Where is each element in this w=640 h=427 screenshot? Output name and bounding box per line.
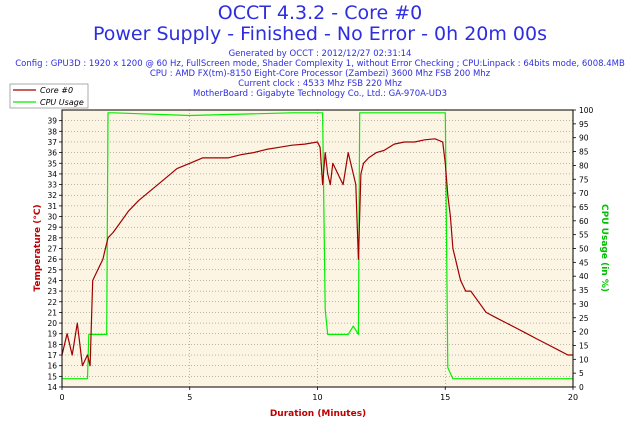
y2-tick-label: 40 <box>579 272 589 281</box>
legend-box <box>9 83 89 109</box>
x-tick-label: 15 <box>440 393 450 402</box>
y-tick-label: 31 <box>47 202 57 211</box>
x-axis-label: Duration (Minutes) <box>270 409 366 419</box>
y2-tick-label: 90 <box>579 134 589 143</box>
legend: Core #0 CPU Usage <box>9 83 89 109</box>
y-tick-label: 26 <box>47 255 57 264</box>
x-tick-label: 5 <box>187 393 192 402</box>
legend-label-core: Core #0 <box>40 86 73 95</box>
y-tick-label: 35 <box>47 159 57 168</box>
y-tick-label: 39 <box>47 117 57 126</box>
y-tick-label: 15 <box>47 372 57 381</box>
x-tick-label: 20 <box>568 393 578 402</box>
y2-tick-label: 75 <box>579 175 589 184</box>
y-tick-label: 22 <box>47 298 57 307</box>
y-tick-label: 17 <box>47 351 57 360</box>
y-axis-label: Temperature (°C) <box>33 204 43 291</box>
chart-subtitle: Power Supply - Finished - No Error - 0h … <box>92 23 548 45</box>
info-config: Config : GPU3D : 1920 x 1200 @ 60 Hz, Fu… <box>15 59 625 69</box>
y-tick-label: 18 <box>47 340 57 349</box>
axes: 0 5 10 15 2014151617181920212223242526272829… <box>47 106 593 402</box>
y2-axis-label: CPU Usage (in %) <box>599 204 609 292</box>
y2-tick-label: 0 <box>579 383 584 392</box>
y-tick-label: 29 <box>47 223 57 232</box>
y2-tick-label: 95 <box>579 120 589 129</box>
info-motherboard: MotherBoard : Gigabyte Technology Co., L… <box>193 89 447 99</box>
y2-tick-label: 35 <box>579 286 589 295</box>
y2-tick-label: 10 <box>579 355 589 364</box>
y2-tick-label: 60 <box>579 217 589 226</box>
y2-tick-label: 55 <box>579 231 589 240</box>
info-cpu: CPU : AMD FX(tm)-8150 Eight-Core Process… <box>149 69 491 79</box>
y2-tick-label: 15 <box>579 341 589 350</box>
series-line-core <box>61 138 573 367</box>
y-tick-label: 20 <box>47 319 57 328</box>
y-tick-label: 25 <box>47 266 57 275</box>
x-tick-label: 0 <box>59 393 64 402</box>
y-tick-label: 24 <box>47 276 57 285</box>
y2-tick-label: 20 <box>579 328 589 337</box>
y-tick-label: 36 <box>47 149 57 158</box>
y-tick-label: 23 <box>47 287 57 296</box>
y-tick-label: 16 <box>47 362 57 371</box>
y2-tick-label: 85 <box>579 148 589 157</box>
y2-tick-label: 5 <box>579 369 584 378</box>
y2-tick-label: 25 <box>579 314 589 323</box>
y-tick-label: 19 <box>47 330 57 339</box>
y-tick-label: 28 <box>47 234 57 243</box>
series-line-cpu-usage <box>62 112 573 380</box>
chart-title: OCCT 4.3.2 - Core #0 <box>217 2 423 24</box>
y-tick-label: 27 <box>47 245 57 254</box>
x-tick-label: 10 <box>312 393 322 402</box>
y2-tick-label: 30 <box>579 300 589 309</box>
info-generated: Generated by OCCT : 2012/12/27 02:31:14 <box>228 49 412 59</box>
y-tick-label: 34 <box>47 170 57 179</box>
y2-tick-label: 70 <box>579 189 589 198</box>
y-tick-label: 32 <box>47 191 57 200</box>
y-tick-label: 38 <box>47 127 57 136</box>
y2-tick-label: 65 <box>579 203 589 212</box>
info-clock: Current clock : 4533 Mhz FSB 220 Mhz <box>238 79 402 89</box>
y2-tick-label: 45 <box>579 258 589 267</box>
y-tick-label: 21 <box>47 308 57 317</box>
y-tick-label: 33 <box>47 181 57 190</box>
series-layer <box>61 112 573 380</box>
legend-label-cpu-usage: CPU Usage <box>40 98 84 107</box>
y-tick-label: 30 <box>47 213 57 222</box>
y-tick-label: 14 <box>47 383 57 392</box>
y2-tick-label: 100 <box>579 106 594 115</box>
y2-tick-label: 50 <box>579 245 589 254</box>
y-tick-label: 37 <box>47 138 57 147</box>
y2-tick-label: 80 <box>579 161 589 170</box>
